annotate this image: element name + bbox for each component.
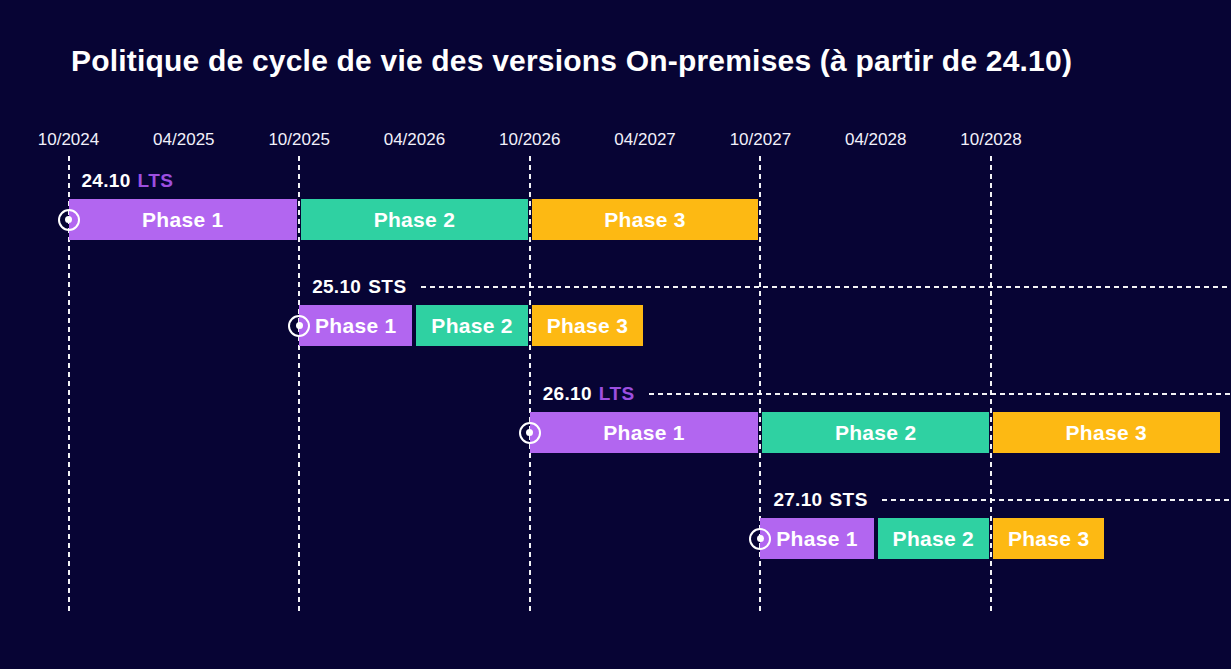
release-start-dot <box>65 216 72 223</box>
label-dash-line <box>649 393 1231 395</box>
release-start-marker <box>749 528 771 550</box>
axis-tick: 10/2028 <box>960 130 1021 150</box>
chart-title: Politique de cycle de vie des versions O… <box>71 44 1072 78</box>
axis-tick: 10/2026 <box>499 130 560 150</box>
release-start-dot <box>526 429 533 436</box>
version-row-label: 24.10 LTS <box>82 170 1231 192</box>
axis-tick: 10/2025 <box>268 130 329 150</box>
release-type-badge: STS <box>829 489 867 511</box>
version-row-label: 27.10 STS <box>773 489 1231 511</box>
axis-tick: 10/2024 <box>38 130 99 150</box>
version-row-label: 26.10 LTS <box>543 383 1231 405</box>
release-type-badge: LTS <box>138 170 174 192</box>
version-row-label: 25.10 STS <box>312 276 1231 298</box>
phase-segment: Phase 2 <box>762 412 989 453</box>
phase-segment: Phase 3 <box>532 305 643 346</box>
phase-segment: Phase 3 <box>532 199 759 240</box>
gridline <box>298 156 300 612</box>
label-dash-line <box>882 499 1231 501</box>
release-start-marker <box>58 209 80 231</box>
release-start-marker <box>519 422 541 444</box>
phase-segment: Phase 1 <box>69 199 298 240</box>
axis-tick: 04/2026 <box>384 130 445 150</box>
gridline <box>529 156 531 612</box>
phase-segment: Phase 1 <box>299 305 412 346</box>
release-lifecycle-chart: Politique de cycle de vie des versions O… <box>0 0 1231 669</box>
phase-segment: Phase 3 <box>993 412 1220 453</box>
phase-segment: Phase 2 <box>878 518 989 559</box>
phase-segment: Phase 1 <box>760 518 873 559</box>
release-start-dot <box>296 322 303 329</box>
phase-segment: Phase 1 <box>530 412 759 453</box>
version-number: 25.10 <box>312 276 361 298</box>
axis-tick: 04/2028 <box>845 130 906 150</box>
release-type-badge: LTS <box>599 383 635 405</box>
release-start-marker <box>288 315 310 337</box>
version-number: 24.10 <box>82 170 131 192</box>
phase-segment: Phase 2 <box>301 199 528 240</box>
release-type-badge: STS <box>368 276 406 298</box>
axis-tick: 04/2025 <box>153 130 214 150</box>
version-number: 26.10 <box>543 383 592 405</box>
release-start-dot <box>757 535 764 542</box>
label-dash-line <box>421 286 1231 288</box>
axis-tick: 04/2027 <box>614 130 675 150</box>
version-number: 27.10 <box>773 489 822 511</box>
phase-segment: Phase 3 <box>993 518 1104 559</box>
phase-segment: Phase 2 <box>416 305 527 346</box>
axis-tick: 10/2027 <box>730 130 791 150</box>
